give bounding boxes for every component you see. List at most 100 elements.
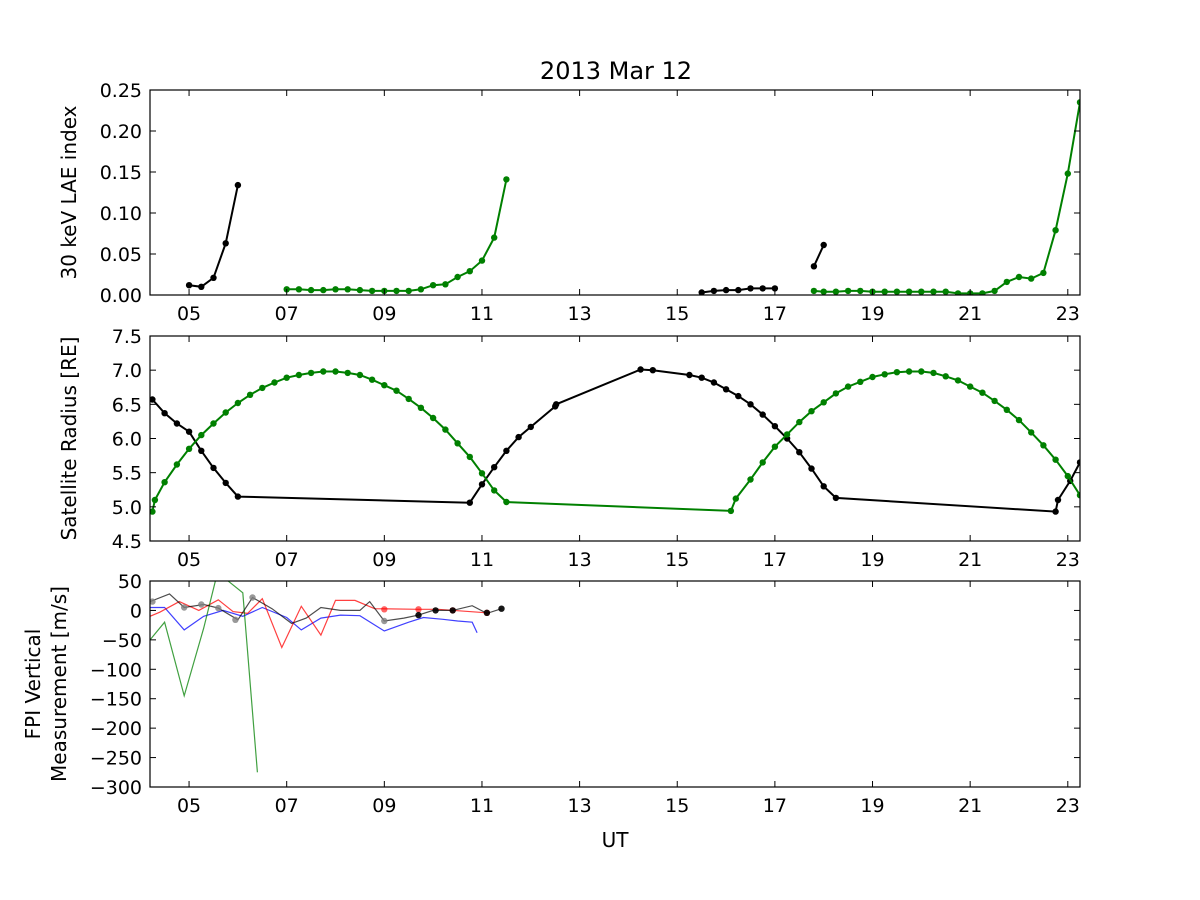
data-point [442, 281, 449, 288]
y-tick-label: −150 [90, 689, 142, 711]
x-tick-label: 09 [372, 549, 396, 571]
data-point [210, 274, 217, 281]
x-tick-label: 07 [275, 795, 299, 817]
data-point [173, 420, 181, 427]
series-7 [415, 605, 505, 619]
x-tick-label: 21 [958, 549, 982, 571]
data-point [1052, 227, 1059, 234]
x-tick-label: 11 [470, 795, 494, 817]
data-point [722, 386, 730, 393]
data-point [466, 499, 473, 506]
data-point [491, 234, 498, 241]
data-point [1064, 472, 1072, 480]
data-point [185, 282, 193, 289]
data-point [942, 373, 949, 380]
data-point [1040, 269, 1047, 277]
data-point [295, 371, 303, 379]
data-point [710, 287, 718, 295]
series-line [150, 593, 502, 625]
x-tick-label: 19 [860, 303, 884, 325]
x-tick-label: 17 [763, 549, 787, 571]
y-tick-label: 7.5 [112, 326, 142, 348]
data-point [1064, 170, 1072, 177]
data-point [732, 495, 739, 502]
series-line [150, 606, 478, 634]
series-5 [150, 593, 502, 625]
data-point [1076, 459, 1080, 466]
data-point [918, 288, 925, 295]
series-line [150, 581, 258, 773]
data-point [503, 176, 510, 183]
data-point [810, 287, 818, 295]
series-line [150, 597, 487, 650]
data-point [967, 383, 974, 390]
x-tick-label: 19 [860, 549, 884, 571]
x-tick-label: 23 [1056, 795, 1080, 817]
data-point [820, 288, 827, 295]
x-tick-label: 07 [275, 549, 299, 571]
data-point [722, 286, 730, 294]
data-point [808, 408, 815, 415]
data-point [405, 395, 412, 403]
data-point [478, 257, 486, 264]
x-tick-label: 09 [372, 795, 396, 817]
y-tick-label: 0.25 [100, 80, 142, 102]
data-point [637, 366, 644, 373]
x-tick-label: 11 [470, 549, 494, 571]
series-line [151, 370, 1080, 512]
data-point [810, 263, 818, 270]
data-point [198, 283, 205, 290]
series-1 [150, 366, 1080, 515]
y-axis-label: Satellite Radius [RE] [57, 337, 81, 541]
data-point [198, 447, 205, 454]
data-point [503, 498, 510, 506]
data-point [808, 465, 815, 472]
data-point [161, 410, 168, 417]
data-point [381, 606, 388, 613]
data-point [210, 464, 217, 472]
data-point [905, 368, 913, 375]
data-point [747, 285, 754, 292]
panels: 05 07 09 11 13 15 17 19 21 23 0.00 0.05 0.10 0.15 0.20… [21, 80, 1081, 817]
series-line [188, 184, 239, 288]
data-point [249, 594, 256, 601]
y-tick-label: −250 [90, 748, 142, 770]
data-point [1003, 406, 1010, 413]
data-point [356, 286, 364, 294]
x-tick-label: 13 [568, 549, 592, 571]
data-point [491, 487, 498, 494]
data-point [210, 420, 217, 427]
data-point [930, 288, 937, 295]
data-point [1040, 442, 1047, 449]
data-point [832, 390, 840, 397]
data-point [432, 607, 439, 614]
data-point [429, 414, 437, 422]
y-tick-label: 0.15 [100, 162, 142, 184]
x-tick-label: 15 [665, 795, 689, 817]
data-point [991, 287, 998, 295]
data-point [150, 396, 156, 403]
data-point [232, 616, 239, 623]
data-point [686, 371, 693, 379]
y-tick-label: 0.05 [100, 244, 142, 266]
data-point [478, 470, 486, 477]
data-point [356, 371, 364, 379]
data-point [735, 392, 742, 400]
data-point [150, 598, 156, 605]
y-tick-label: 0 [130, 600, 142, 622]
data-point [553, 401, 560, 408]
data-point [381, 617, 388, 625]
data-point [698, 289, 705, 295]
data-point [857, 287, 864, 295]
data-point [198, 431, 205, 439]
panel-2: 05 07 09 11 13 15 17 19 21 23 4.5 5.0 5.5 6.0 6.5 7.0 7.… [57, 326, 1081, 571]
data-point [820, 241, 827, 249]
series-2 [150, 368, 1080, 515]
data-point [527, 423, 534, 431]
data-point [161, 479, 168, 486]
data-point [759, 459, 766, 466]
data-point [466, 453, 473, 461]
data-point [1028, 275, 1035, 282]
data-point [483, 609, 491, 616]
data-point [820, 483, 827, 490]
